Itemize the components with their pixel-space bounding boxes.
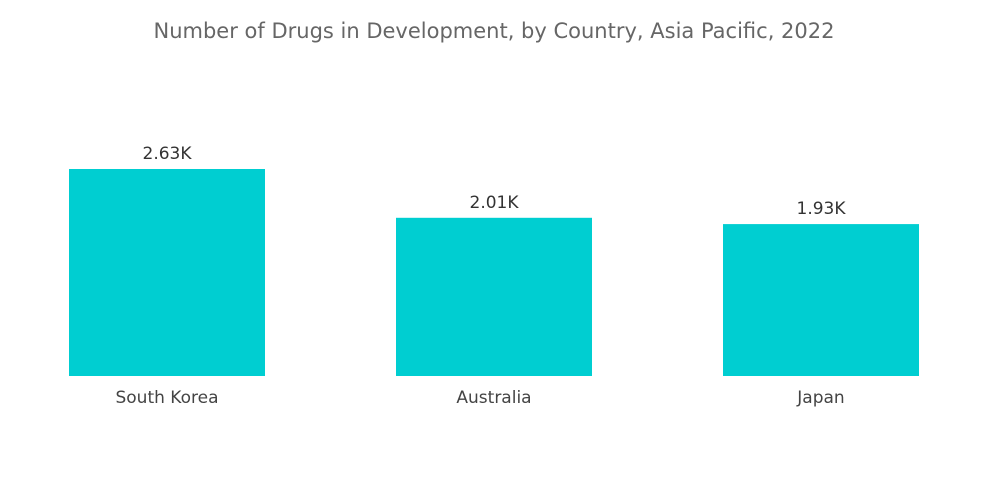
bar-south-korea <box>69 169 265 376</box>
bar-australia <box>396 217 592 376</box>
value-labels-group: 2.63K 2.01K 1.93K <box>143 144 847 219</box>
bar-japan <box>723 224 919 376</box>
bars-group <box>69 169 919 376</box>
chart-title: Number of Drugs in Development, by Count… <box>154 19 835 43</box>
category-labels-group: South Korea Australia Japan <box>115 388 844 408</box>
category-label: Australia <box>456 388 531 408</box>
value-label: 2.01K <box>470 193 520 213</box>
value-label: 2.63K <box>143 144 193 164</box>
category-label: Japan <box>796 388 844 408</box>
value-label: 1.93K <box>797 199 847 219</box>
category-label: South Korea <box>115 388 218 408</box>
